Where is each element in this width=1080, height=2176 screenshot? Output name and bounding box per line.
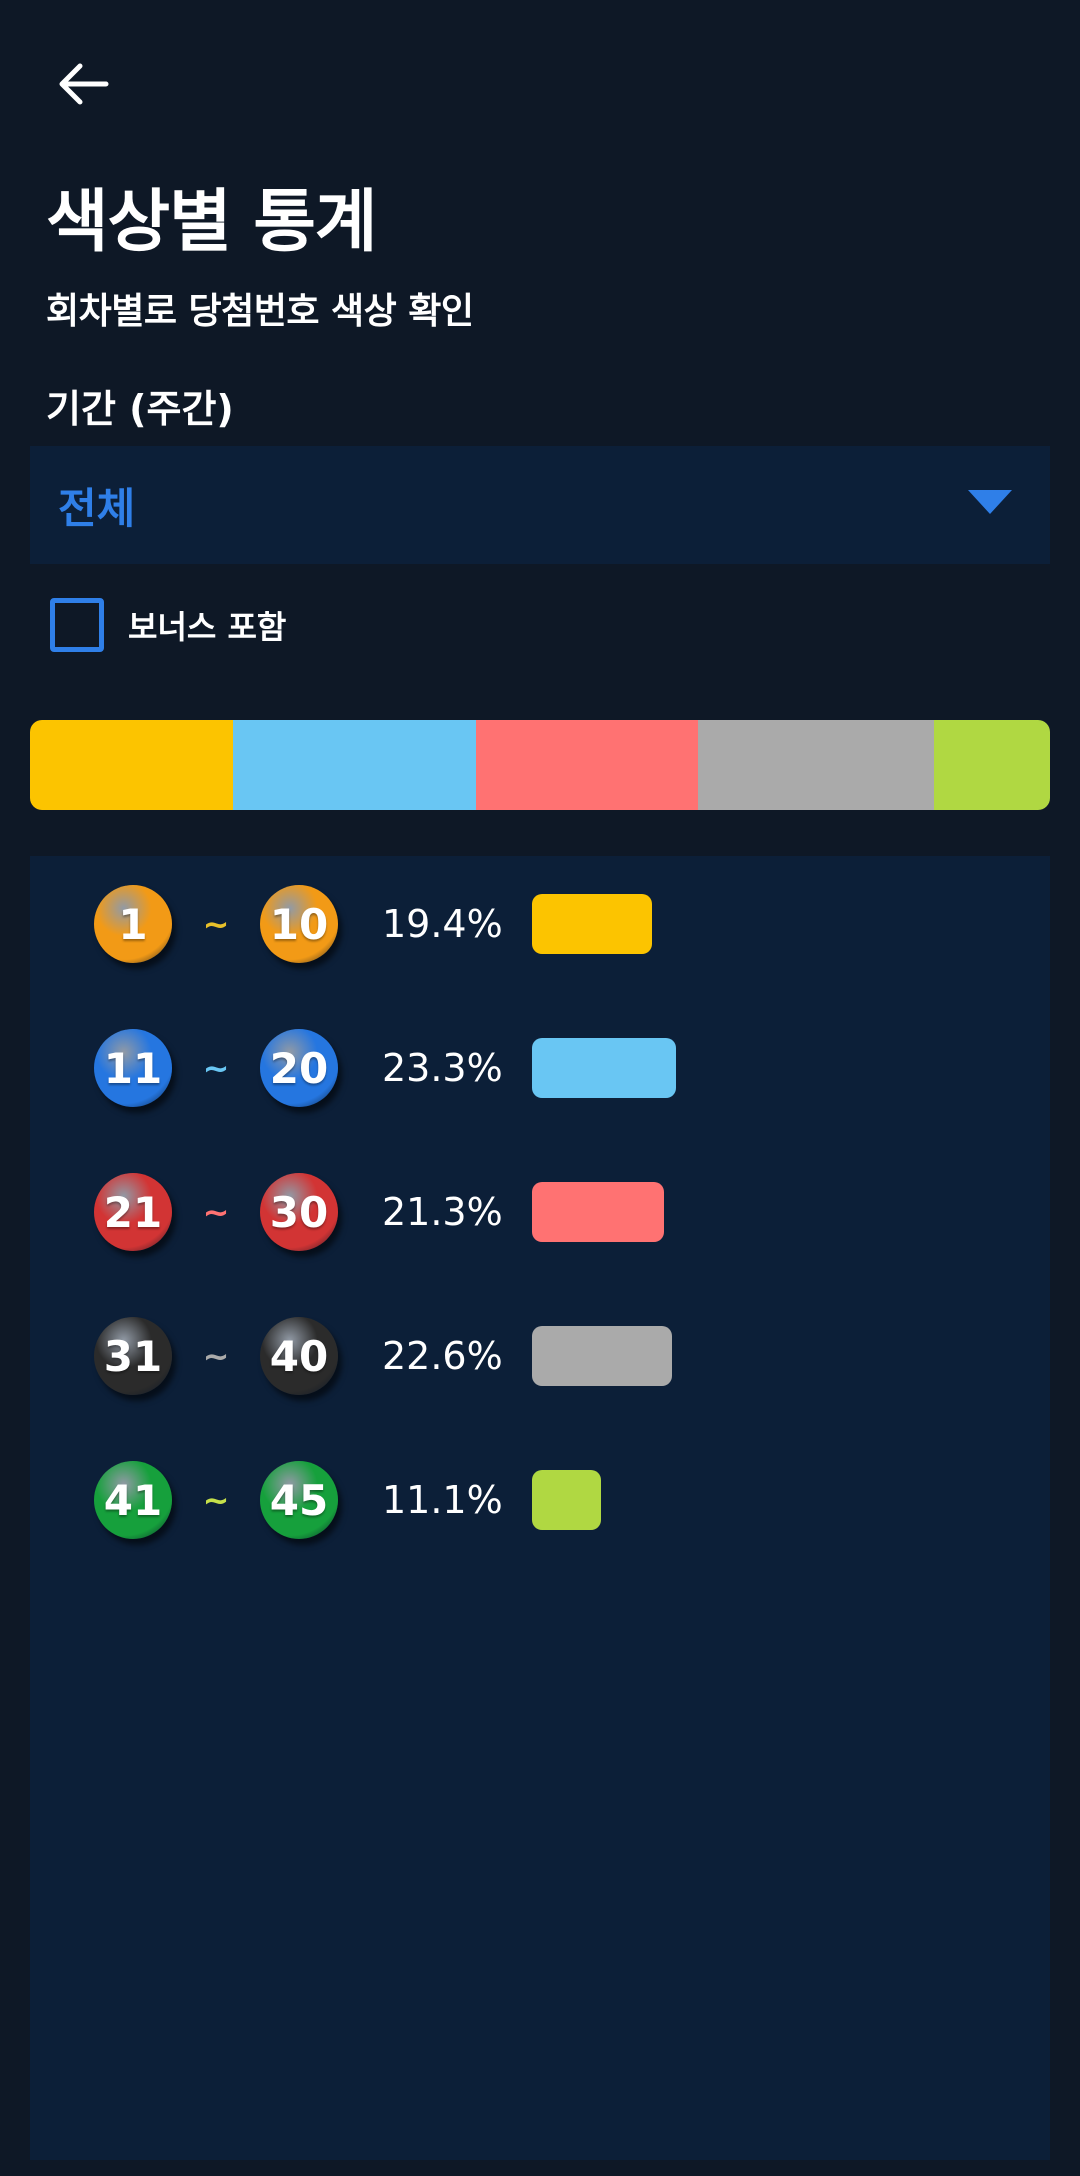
ball-from: 41: [94, 1461, 172, 1539]
page-subtitle: 회차별로 당첨번호 색상 확인: [46, 291, 474, 332]
stat-row-1-10: 1 ~ 10 19.4%: [94, 884, 653, 964]
ball-to: 40: [260, 1317, 338, 1395]
stat-row-11-20: 11 ~ 20 23.3%: [94, 1028, 677, 1108]
stat-row-21-30: 21 ~ 30 21.3%: [94, 1172, 665, 1252]
range-tilde: ~: [202, 1481, 230, 1519]
period-label: 기간 (주간): [46, 387, 234, 431]
bonus-checkbox[interactable]: [50, 598, 104, 652]
caret-down-icon: [968, 490, 1012, 514]
bonus-label: 보너스 포함: [128, 608, 287, 646]
page-title: 색상별 통계: [46, 183, 377, 262]
ball-to: 45: [260, 1461, 338, 1539]
back-button[interactable]: [50, 52, 114, 116]
segment-11-20: [232, 720, 476, 810]
ball-from: 1: [94, 885, 172, 963]
period-selected-value: 전체: [58, 483, 136, 533]
segment-41-45: [934, 720, 1050, 810]
segment-1-10: [30, 720, 233, 810]
ball-to: 10: [260, 885, 338, 963]
segment-21-30: [475, 720, 699, 810]
percent-label: 22.6%: [382, 1334, 503, 1378]
range-tilde: ~: [202, 905, 230, 943]
stat-row-31-40: 31 ~ 40 22.6%: [94, 1316, 673, 1396]
bonus-toggle[interactable]: 보너스 포함: [50, 598, 286, 652]
percent-bar: [532, 894, 653, 954]
period-dropdown[interactable]: 전체: [30, 446, 1050, 564]
percent-bar: [532, 1470, 601, 1530]
range-tilde: ~: [202, 1337, 230, 1375]
ball-from: 21: [94, 1173, 172, 1251]
percent-bar: [532, 1182, 665, 1242]
color-distribution-bar: [30, 720, 1050, 810]
percent-label: 19.4%: [382, 902, 503, 946]
percent-label: 23.3%: [382, 1046, 503, 1090]
ball-from: 31: [94, 1317, 172, 1395]
ball-to: 30: [260, 1173, 338, 1251]
color-stats-panel: 1 ~ 10 19.4% 11 ~ 20 23.3% 21 ~ 30 21.3%…: [30, 856, 1050, 2160]
segment-31-40: [698, 720, 935, 810]
ball-to: 20: [260, 1029, 338, 1107]
arrow-left-icon: [59, 63, 109, 105]
percent-bar: [532, 1326, 673, 1386]
range-tilde: ~: [202, 1193, 230, 1231]
range-tilde: ~: [202, 1049, 230, 1087]
ball-from: 11: [94, 1029, 172, 1107]
percent-label: 11.1%: [382, 1478, 503, 1522]
percent-bar: [532, 1038, 677, 1098]
percent-label: 21.3%: [382, 1190, 503, 1234]
stat-row-41-45: 41 ~ 45 11.1%: [94, 1460, 601, 1540]
